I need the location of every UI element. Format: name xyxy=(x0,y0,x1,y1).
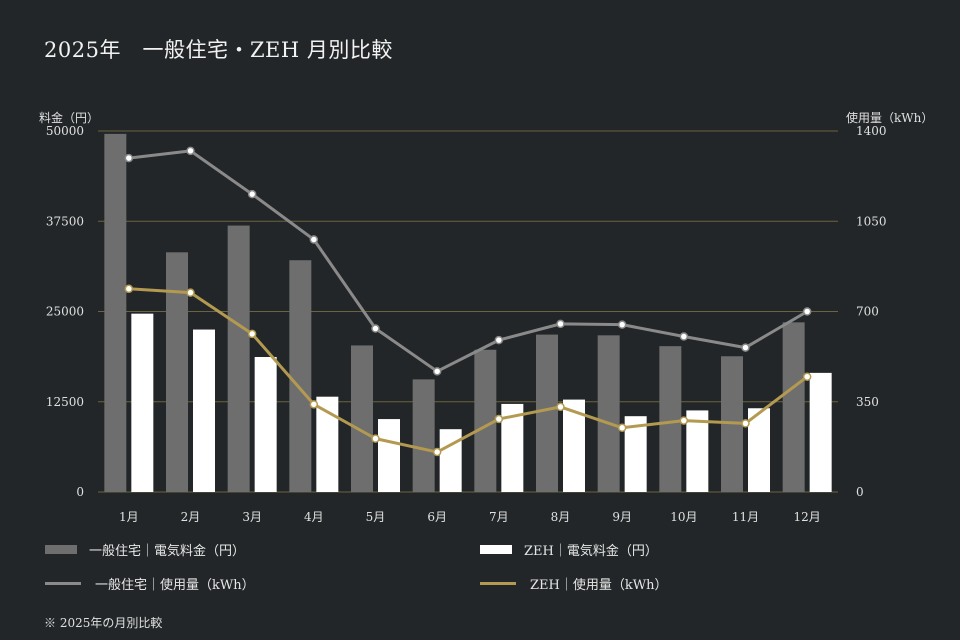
point-zeh-usage xyxy=(247,329,257,339)
y-right-tick-label: 700 xyxy=(856,305,879,319)
footnote: ※ 2025年の月別比較 xyxy=(44,616,163,630)
bar-zeh-cost xyxy=(686,410,709,492)
legend-swatch-zeh-cost xyxy=(480,545,512,554)
point-general-usage xyxy=(802,307,812,316)
point-general-usage xyxy=(679,332,689,341)
y-right-axis-label: 使用量（kWh） xyxy=(846,110,933,125)
legend-label-zeh-cost: ZEH｜電気料金（円） xyxy=(524,544,658,559)
y-left-tick-label: 12500 xyxy=(46,395,84,409)
x-tick-label: 8月 xyxy=(551,510,571,524)
y-left-tick-label: 25000 xyxy=(46,305,84,319)
y-right-tick-label: 1050 xyxy=(856,214,887,228)
x-tick-label: 9月 xyxy=(612,510,632,524)
y-left-tick-label: 0 xyxy=(76,485,84,499)
x-tick-label: 11月 xyxy=(732,510,759,524)
point-zeh-usage xyxy=(432,447,442,457)
point-general-usage xyxy=(494,335,504,345)
point-general-usage xyxy=(556,319,565,329)
y-left-tick-label: 50000 xyxy=(46,124,84,138)
bar-general-cost xyxy=(289,260,312,492)
bar-general-cost xyxy=(659,346,682,492)
bar-general-cost xyxy=(536,334,558,492)
point-zeh-usage xyxy=(186,288,195,297)
point-zeh-usage xyxy=(679,416,689,425)
x-tick-label: 7月 xyxy=(489,510,509,524)
bar-general-cost xyxy=(166,252,188,492)
legend-label-general-usage: 一般住宅｜使用量（kWh） xyxy=(95,578,255,593)
bar-zeh-cost xyxy=(439,429,462,492)
legend-item-general-cost: 一般住宅｜電気料金（円） xyxy=(45,540,245,559)
point-general-usage xyxy=(247,189,257,199)
bar-zeh-cost xyxy=(193,329,215,492)
legend-swatch-zeh-usage xyxy=(480,582,516,585)
x-tick-label: 6月 xyxy=(427,510,447,524)
axes: 0 12500 25000 37500 50000 0 350 700 1050 1400 料金（円… xyxy=(39,110,933,524)
bar-general-cost xyxy=(351,345,373,492)
bar-zeh-cost xyxy=(131,313,154,492)
line-series xyxy=(124,146,812,457)
legend-label-general-cost: 一般住宅｜電気料金（円） xyxy=(89,544,246,559)
legend-swatch-general-usage xyxy=(45,582,81,585)
bar-general-cost xyxy=(104,133,127,492)
chart-title: 2025年 一般住宅・ZEH 月別比較 xyxy=(44,38,393,62)
point-zeh-usage xyxy=(371,434,380,443)
point-zeh-usage xyxy=(617,423,627,433)
bar-general-cost xyxy=(597,335,620,492)
point-general-usage xyxy=(371,324,380,333)
y-right-tick-label: 1400 xyxy=(856,124,887,138)
line-general-usage xyxy=(128,149,808,373)
y-left-tick-label: 37500 xyxy=(46,214,84,228)
x-tick-label: 1月 xyxy=(119,510,139,524)
bar-zeh-cost xyxy=(624,416,647,492)
point-general-usage xyxy=(186,146,195,156)
x-tick-label: 5月 xyxy=(366,510,386,524)
point-general-usage xyxy=(617,320,627,329)
bar-zeh-cost xyxy=(563,399,585,492)
bar-general-cost xyxy=(782,322,805,492)
point-general-usage xyxy=(124,153,134,163)
legend-swatch-general-cost xyxy=(45,545,77,554)
point-zeh-usage xyxy=(556,402,565,412)
line-zeh-usage xyxy=(128,287,809,454)
point-zeh-usage xyxy=(802,372,812,381)
x-tick-label: 12月 xyxy=(794,510,821,524)
bar-general-cost xyxy=(227,225,250,492)
legend-label-zeh-usage: ZEH｜使用量（kWh） xyxy=(530,578,668,593)
bar-zeh-cost xyxy=(809,372,832,492)
x-tick-label: 10月 xyxy=(670,510,697,524)
bar-series xyxy=(104,133,832,492)
x-tick-label: 2月 xyxy=(181,510,201,524)
point-zeh-usage xyxy=(309,400,319,409)
point-zeh-usage xyxy=(741,419,750,428)
bar-zeh-cost xyxy=(378,419,400,492)
legend-item-zeh-cost: ZEH｜電気料金（円） xyxy=(480,540,658,559)
y-left-axis-label: 料金（円） xyxy=(39,110,99,125)
bar-general-cost xyxy=(474,349,497,492)
grid-lines xyxy=(98,130,838,493)
y-right-tick-label: 0 xyxy=(856,485,864,499)
point-general-usage xyxy=(741,343,750,352)
point-general-usage xyxy=(432,367,442,376)
x-tick-label: 3月 xyxy=(242,510,262,524)
bar-zeh-cost xyxy=(748,408,770,492)
bar-general-cost xyxy=(412,379,435,492)
point-zeh-usage xyxy=(494,414,504,424)
y-right-tick-label: 350 xyxy=(856,395,879,409)
bar-zeh-cost xyxy=(501,403,524,492)
legend-item-zeh-usage: ZEH｜使用量（kWh） xyxy=(480,574,667,593)
x-tick-label: 4月 xyxy=(304,510,324,524)
point-zeh-usage xyxy=(124,284,134,294)
legend-item-general-usage: 一般住宅｜使用量（kWh） xyxy=(45,574,255,593)
bar-zeh-cost xyxy=(254,356,277,492)
bar-zeh-cost xyxy=(316,396,339,492)
combo-chart: 0 12500 25000 37500 50000 0 350 700 1050 1400 料金（円… xyxy=(39,110,933,524)
point-general-usage xyxy=(309,235,319,244)
